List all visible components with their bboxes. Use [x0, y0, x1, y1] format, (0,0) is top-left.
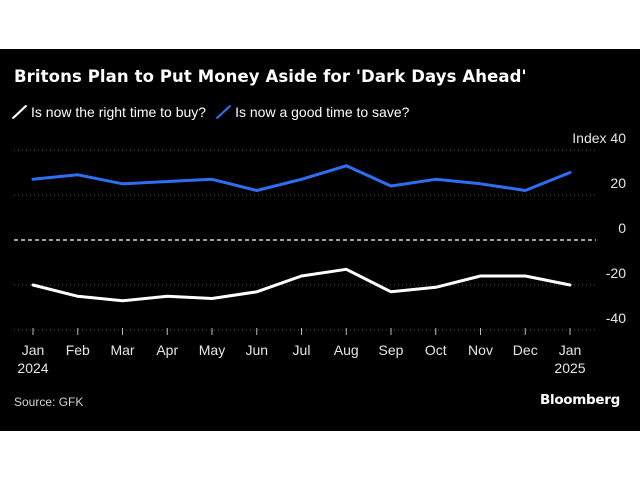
x-tick-label: Mar: [110, 342, 134, 358]
y-tick-label: 20: [610, 175, 626, 191]
x-tick-label: Aug: [334, 342, 359, 358]
series-line-buy: [31, 267, 572, 303]
x-tick-label: Jan: [22, 342, 45, 358]
x-tick-label: Oct: [425, 342, 447, 358]
bloomberg-logo: Bloomberg: [540, 392, 620, 408]
y-tick-label: -40: [606, 310, 626, 326]
x-tick-year-label: 2024: [17, 360, 48, 376]
x-tick-label: Apr: [156, 342, 178, 358]
y-tick-label: Index 40: [572, 130, 626, 146]
series-line-save: [31, 164, 572, 192]
x-tick-label: May: [199, 342, 225, 358]
source-note: Source: GFK: [14, 395, 84, 409]
x-tick-label: Jan: [559, 342, 582, 358]
x-tick-label: Feb: [66, 342, 90, 358]
legend-label-save: Is now a good time to save?: [235, 104, 410, 120]
legend-item-save: Is now a good time to save?: [215, 104, 410, 120]
y-tick-label: -20: [606, 265, 626, 281]
chart-title: Britons Plan to Put Money Aside for 'Dar…: [14, 67, 527, 86]
legend-label-buy: Is now the right time to buy?: [31, 104, 207, 120]
grid-layer: [14, 149, 596, 331]
x-tick-label: Nov: [468, 342, 493, 358]
x-tick-label: Jul: [293, 342, 311, 358]
x-tick-label: Dec: [513, 342, 538, 358]
legend-item-buy: Is now the right time to buy?: [11, 104, 207, 120]
chart-legend: Is now the right time to buy? Is now a g…: [11, 104, 421, 120]
series-layer: [31, 164, 572, 303]
x-tick-label: Jun: [245, 342, 268, 358]
y-tick-label: 0: [618, 220, 626, 236]
x-tick-label: Sep: [379, 342, 404, 358]
x-tick-year-label: 2025: [554, 360, 585, 376]
axis-layer: Index 40 20 0 -20 -40 Jan 2024 Feb Mar Apr May Jun J…: [17, 130, 626, 376]
